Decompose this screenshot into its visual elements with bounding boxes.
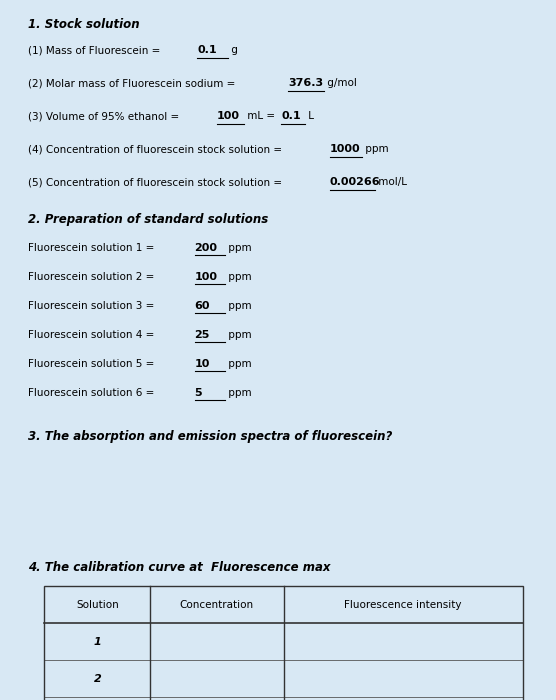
Text: (5) Concentration of fluorescein stock solution =: (5) Concentration of fluorescein stock s… — [28, 177, 285, 187]
Text: 2. Preparation of standard solutions: 2. Preparation of standard solutions — [28, 214, 268, 226]
Bar — [44, 586, 523, 700]
Text: 25: 25 — [195, 330, 210, 340]
Text: (2) Molar mass of Fluorescein sodium =: (2) Molar mass of Fluorescein sodium = — [28, 78, 239, 88]
Text: g: g — [228, 46, 238, 55]
Text: Concentration: Concentration — [180, 600, 254, 610]
Text: Fluorescein solution 2 =: Fluorescein solution 2 = — [28, 272, 157, 282]
Text: ppm: ppm — [362, 144, 389, 154]
Text: ppm: ppm — [225, 358, 252, 369]
Text: 4. The calibration curve at  Fluorescence max: 4. The calibration curve at Fluorescence… — [28, 561, 330, 574]
Text: 0.00266: 0.00266 — [330, 177, 380, 187]
Text: Fluorescein solution 1 =: Fluorescein solution 1 = — [28, 243, 157, 253]
Text: ppm: ppm — [225, 243, 252, 253]
Text: 0.1: 0.1 — [197, 46, 217, 55]
Text: 3. The absorption and emission spectra of fluorescein?: 3. The absorption and emission spectra o… — [28, 430, 392, 442]
Text: ppm: ppm — [225, 330, 252, 340]
Text: (4) Concentration of fluorescein stock solution =: (4) Concentration of fluorescein stock s… — [28, 144, 285, 154]
Text: 2: 2 — [93, 674, 101, 684]
Text: 200: 200 — [195, 243, 217, 253]
Text: g/mol: g/mol — [324, 78, 357, 88]
Text: 60: 60 — [195, 301, 210, 311]
Text: 100: 100 — [195, 272, 217, 282]
Text: 1: 1 — [93, 637, 101, 647]
Text: (3) Volume of 95% ethanol =: (3) Volume of 95% ethanol = — [28, 111, 182, 121]
Text: 10: 10 — [195, 358, 210, 369]
Text: mL =: mL = — [244, 111, 278, 121]
Text: (1) Mass of Fluorescein =: (1) Mass of Fluorescein = — [28, 46, 163, 55]
Text: mol/L: mol/L — [375, 177, 408, 187]
Text: ppm: ppm — [225, 301, 252, 311]
Text: 100: 100 — [217, 111, 240, 121]
Text: Fluorescein solution 5 =: Fluorescein solution 5 = — [28, 358, 157, 369]
Text: 5: 5 — [195, 388, 202, 398]
Text: Fluorescein solution 3 =: Fluorescein solution 3 = — [28, 301, 157, 311]
Text: 376.3: 376.3 — [288, 78, 323, 88]
Text: L: L — [305, 111, 314, 121]
Text: 0.1: 0.1 — [281, 111, 301, 121]
Text: 1. Stock solution: 1. Stock solution — [28, 18, 140, 31]
Text: ppm: ppm — [225, 388, 252, 398]
Text: Fluorescein solution 4 =: Fluorescein solution 4 = — [28, 330, 157, 340]
Text: Fluorescein solution 6 =: Fluorescein solution 6 = — [28, 388, 157, 398]
Text: ppm: ppm — [225, 272, 252, 282]
Text: 1000: 1000 — [330, 144, 360, 154]
Text: Solution: Solution — [76, 600, 118, 610]
Text: Fluorescence intensity: Fluorescence intensity — [344, 600, 462, 610]
